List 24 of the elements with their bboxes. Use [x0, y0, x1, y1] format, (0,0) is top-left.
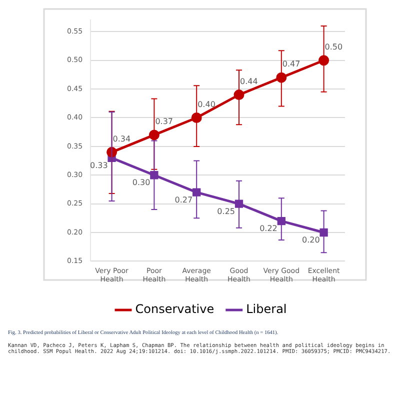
legend-label: Conservative	[135, 302, 214, 316]
data-label: 0.37	[155, 117, 173, 126]
point	[192, 188, 201, 196]
legend-label: Liberal	[246, 302, 287, 316]
data-label: 0.50	[324, 42, 343, 52]
point	[150, 171, 158, 180]
point	[318, 55, 330, 66]
data-label: 0.34	[112, 134, 131, 144]
data-label: 0.33	[90, 160, 108, 170]
point	[276, 72, 287, 83]
point	[234, 200, 244, 208]
data-label: 0.25	[217, 206, 235, 216]
point	[320, 228, 328, 237]
data-label: 0.40	[198, 100, 216, 109]
data-label: 0.47	[282, 60, 300, 69]
point	[191, 112, 202, 123]
data-label: 0.22	[260, 224, 278, 234]
point	[148, 130, 160, 140]
data-label: 0.20	[302, 236, 320, 245]
point	[234, 90, 244, 100]
data-label: 0.30	[132, 178, 150, 188]
data-label: 0.44	[240, 76, 258, 86]
point	[277, 216, 286, 226]
data-label: 0.27	[174, 195, 193, 204]
